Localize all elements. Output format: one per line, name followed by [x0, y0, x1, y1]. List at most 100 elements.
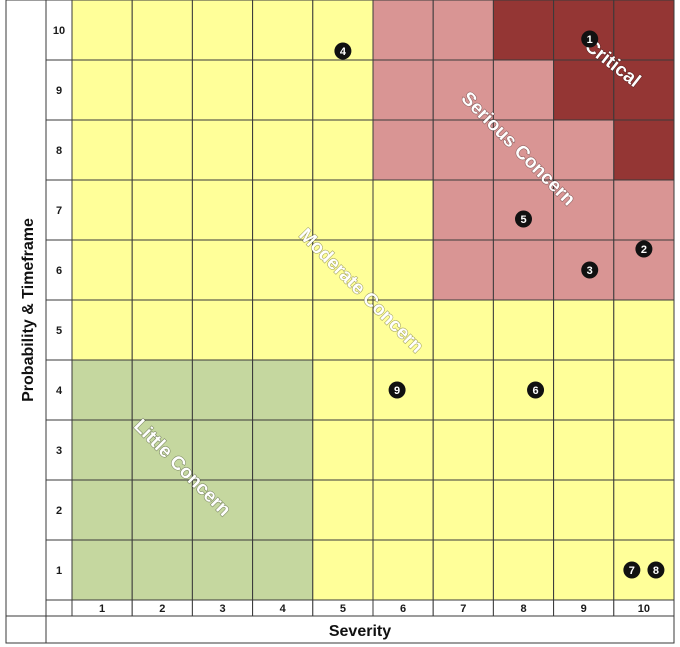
y-tick-label: 3 — [56, 445, 62, 457]
grid-cell-moderate — [553, 299, 615, 361]
risk-marker-1: 1 — [581, 30, 599, 48]
grid-cell-moderate — [492, 419, 555, 481]
grid-cell-moderate — [312, 59, 374, 121]
grid-cell-moderate — [492, 299, 555, 361]
y-tick-label: 10 — [53, 25, 65, 37]
grid-cell-moderate — [613, 539, 675, 601]
marker-number: 6 — [532, 385, 538, 397]
grid-cell-little — [71, 479, 133, 541]
grid-cell-moderate — [312, 479, 374, 541]
grid-cell-moderate — [613, 479, 675, 541]
x-tick-label: 1 — [99, 603, 105, 615]
grid-cell-little — [131, 539, 193, 601]
grid-cell-moderate — [372, 239, 434, 301]
grid-cell-moderate — [432, 479, 494, 541]
y-tick-column: 10 9 8 7 6 5 4 3 2 1 — [45, 0, 73, 601]
grid-cell-moderate — [553, 419, 615, 481]
grid-cell-moderate — [191, 0, 254, 61]
grid-cell-serious — [432, 119, 494, 181]
grid-cell-moderate — [252, 59, 314, 121]
grid-cell-little — [71, 539, 133, 601]
marker-number: 9 — [394, 385, 400, 397]
grid-cell-serious — [372, 119, 434, 181]
grid-cell-moderate — [191, 119, 254, 181]
x-tick-row: 1 2 3 4 5 6 7 8 9 10 — [45, 599, 675, 617]
x-axis-title-band — [45, 615, 675, 644]
y-tick-label: 8 — [56, 145, 62, 157]
y-tick-cell — [45, 359, 73, 421]
y-tick-cell — [45, 0, 73, 61]
grid-cell-moderate — [252, 119, 314, 181]
grid-cell-moderate — [252, 239, 314, 301]
marker-dot — [623, 561, 641, 579]
x-tick-label: 8 — [520, 603, 526, 615]
grid-cell-moderate — [312, 539, 374, 601]
grid-cell-moderate — [131, 59, 193, 121]
marker-dot — [334, 42, 352, 60]
grid-cell-serious — [613, 179, 675, 241]
risk-marker-2: 2 — [635, 240, 653, 258]
grid-cell-serious — [432, 239, 494, 301]
marker-number: 3 — [587, 265, 593, 277]
marker-number: 2 — [641, 244, 647, 256]
grid-cell-moderate — [131, 0, 193, 61]
marker-dot — [647, 561, 665, 579]
grid-cell-moderate — [372, 299, 434, 361]
grid-cell-moderate — [131, 239, 193, 301]
grid-cell-moderate — [312, 119, 374, 181]
grid-cell-moderate — [492, 359, 555, 421]
grid-cell-serious — [492, 119, 555, 181]
risk-marker-8: 8 — [647, 561, 665, 579]
grid-cell-serious — [492, 59, 555, 121]
grid-cell-moderate — [71, 179, 133, 241]
grid-cell-serious — [553, 119, 615, 181]
marker-number: 7 — [629, 565, 635, 577]
grid-cell-moderate — [131, 179, 193, 241]
risk-markers: 1 2 3 4 5 6 7 8 9 — [334, 30, 665, 579]
y-tick-label: 2 — [56, 505, 62, 517]
risk-marker-9: 9 — [388, 381, 406, 399]
grid-cell-moderate — [432, 299, 494, 361]
grid-cell-moderate — [613, 299, 675, 361]
grid-cell-moderate — [191, 299, 254, 361]
grid-cell-moderate — [191, 59, 254, 121]
y-axis-title-band — [5, 0, 47, 617]
y-tick-label: 6 — [56, 265, 62, 277]
grid-cell-moderate — [432, 419, 494, 481]
grid-cell-moderate — [553, 479, 615, 541]
grid-cell-moderate — [492, 479, 555, 541]
grid-cell-serious — [432, 179, 494, 241]
grid-cell-little — [252, 419, 314, 481]
risk-marker-5: 5 — [515, 210, 532, 228]
grid-cell-serious — [492, 239, 555, 301]
y-tick-label: 1 — [56, 565, 62, 577]
grid-cell-moderate — [432, 539, 494, 601]
grid-cell-little — [71, 359, 133, 421]
grid-cell-moderate — [71, 119, 133, 181]
grid-cell-critical — [613, 119, 675, 181]
grid-cell-moderate — [312, 299, 374, 361]
grid-cell-moderate — [191, 239, 254, 301]
marker-dot — [635, 240, 653, 258]
grid-cell-moderate — [71, 239, 133, 301]
marker-dot — [388, 381, 406, 399]
grid-cell-moderate — [252, 0, 314, 61]
marker-number: 5 — [520, 214, 526, 226]
grid-cell-moderate — [372, 419, 434, 481]
grid-cell-moderate — [312, 359, 374, 421]
risk-marker-3: 3 — [581, 261, 599, 279]
grid-cell-little — [191, 419, 254, 481]
grid-cell-moderate — [372, 539, 434, 601]
grid-cell-little — [191, 539, 254, 601]
x-tick-label: 3 — [219, 603, 225, 615]
grid-cell-little — [131, 359, 193, 421]
grid-cell-moderate — [312, 179, 374, 241]
risk-marker-6: 6 — [527, 381, 545, 399]
x-tick-label: 10 — [638, 603, 650, 615]
grid-cell-moderate — [613, 419, 675, 481]
grid-cell-moderate — [312, 419, 374, 481]
grid-cell-moderate — [613, 359, 675, 421]
y-axis-title: Probability & Timeframe — [20, 218, 37, 402]
marker-dot — [515, 210, 532, 228]
